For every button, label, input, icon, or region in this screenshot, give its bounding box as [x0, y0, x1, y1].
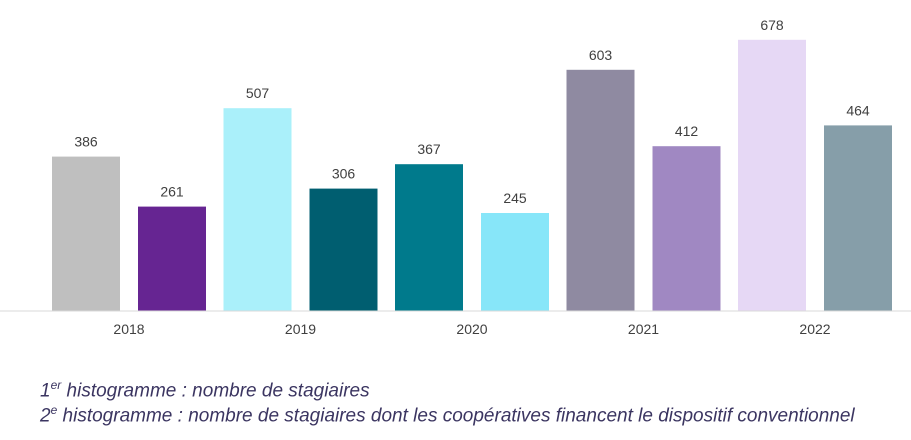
- data-label-2022-series-2: 464: [846, 102, 870, 118]
- bar-2020-series-1: [395, 164, 463, 311]
- legend-note-second-text: histogramme : nombre de stagiaires dont …: [57, 405, 855, 427]
- bar-2019-series-1: [223, 108, 292, 311]
- x-tick-label-2019: 2019: [285, 321, 316, 337]
- data-label-2019-series-1: 507: [246, 85, 270, 101]
- bar-2019-series-2: [309, 188, 378, 311]
- legend-note-first: 1er histogramme : nombre de stagiaires: [40, 378, 370, 402]
- legend-note-first-ordinal: 1: [40, 380, 51, 402]
- bar-2018-series-2: [138, 206, 206, 311]
- legend-note-first-suffix: er: [50, 378, 62, 392]
- legend-note-first-text: histogramme : nombre de stagiaires: [61, 380, 370, 402]
- bar-chart: 386 261 2018 507 306 2019 367 245 2020 603 412 2021…: [0, 17, 911, 337]
- bar-2021-series-2: [652, 146, 721, 311]
- x-tick-label-2022: 2022: [799, 321, 830, 337]
- bar-2021-series-1: [566, 69, 635, 311]
- labels-group: 386 261 2018 507 306 2019 367 245 2020 603 412 2021…: [74, 17, 870, 337]
- data-label-2020-series-1: 367: [417, 141, 441, 157]
- legend-note-second: 2e histogramme : nombre de stagiaires do…: [40, 403, 855, 427]
- bar-2022-series-1: [738, 39, 806, 312]
- x-tick-label-2021: 2021: [628, 321, 659, 337]
- legend-note-second-ordinal: 2: [40, 405, 51, 427]
- data-label-2018-series-2: 261: [160, 184, 184, 200]
- data-label-2018-series-1: 386: [74, 134, 98, 150]
- x-tick-label-2018: 2018: [113, 321, 144, 337]
- x-tick-label-2020: 2020: [456, 321, 487, 337]
- data-label-2020-series-2: 245: [503, 190, 527, 206]
- bar-2022-series-2: [824, 125, 892, 312]
- data-label-2021-series-1: 603: [589, 47, 613, 63]
- legend-note-second-suffix: e: [50, 403, 58, 417]
- bar-2018-series-1: [52, 156, 120, 311]
- data-label-2021-series-2: 412: [675, 123, 699, 139]
- bars-group: [52, 39, 892, 312]
- bar-2020-series-2: [481, 213, 549, 311]
- data-label-2019-series-2: 306: [332, 166, 356, 182]
- data-label-2022-series-1: 678: [760, 17, 784, 33]
